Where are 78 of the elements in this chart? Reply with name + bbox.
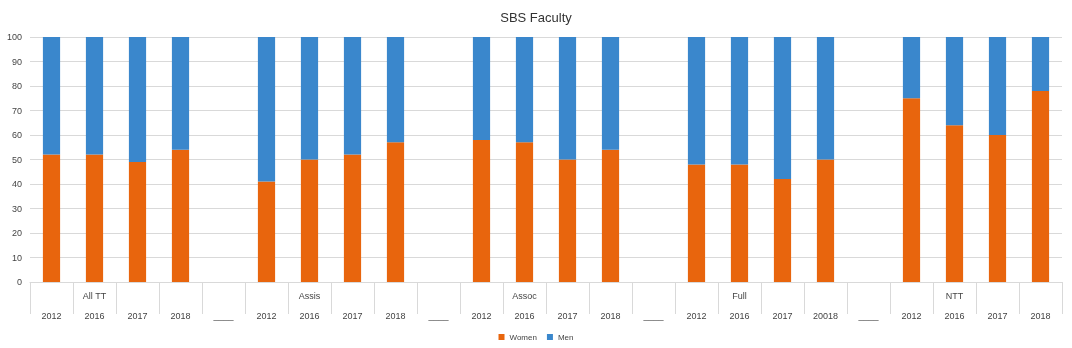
- bar: [257, 37, 276, 182]
- x-tick-label: All TT 2016: [82, 291, 107, 321]
- bar: [515, 37, 534, 143]
- x-tick-label: 2017: [557, 311, 578, 321]
- y-tick-label: 80: [11, 81, 22, 91]
- bar: [343, 154, 362, 282]
- y-tick-label: 10: [11, 252, 22, 263]
- x-tick-label: ____: [857, 311, 880, 321]
- bar: [945, 125, 964, 282]
- x-tick-label: Assoc 2016: [512, 291, 538, 321]
- bar: [171, 37, 190, 150]
- bar: [558, 159, 577, 282]
- x-tick-label: 2017: [127, 311, 148, 321]
- bar: [816, 159, 835, 282]
- bar: [85, 154, 104, 282]
- x-tick-label: ____: [427, 311, 450, 321]
- y-tick-label: 100: [6, 32, 22, 42]
- y-tick-label: 30: [11, 203, 22, 214]
- y-tick-label: 40: [11, 179, 22, 189]
- legend-label: Men: [557, 332, 574, 342]
- x-tick-label: Full 2016: [729, 291, 750, 321]
- bar: [988, 135, 1007, 282]
- x-tick-label: 2017: [772, 311, 793, 321]
- chart-title: SBS Faculty: [500, 10, 573, 25]
- bar: [386, 37, 405, 143]
- y-tick-label: 70: [11, 105, 22, 116]
- bar: [773, 37, 792, 180]
- x-tick-label: ____: [212, 311, 235, 321]
- bar: [85, 37, 104, 155]
- y-tick-label: 60: [11, 130, 22, 140]
- bar: [515, 142, 534, 282]
- x-tick-label: 2012: [471, 311, 492, 321]
- bar: [773, 179, 792, 282]
- x-tick-label: 2018: [170, 311, 191, 321]
- bar: [386, 142, 405, 282]
- bar: [945, 37, 964, 126]
- bar: [558, 37, 577, 160]
- bar: [601, 149, 620, 282]
- bar: [687, 37, 706, 165]
- x-tick-label: 2012: [901, 311, 922, 321]
- bar: [300, 159, 319, 282]
- x-tick-label: 2018: [1030, 311, 1051, 321]
- x-tick-label: 2012: [41, 311, 62, 321]
- bar: [730, 37, 749, 165]
- bar: [902, 98, 921, 282]
- bar: [472, 37, 491, 140]
- x-tick-label: Assis 2016: [298, 291, 321, 321]
- x-tick-label: 2018: [385, 311, 406, 321]
- bar: [128, 161, 147, 282]
- legend-label: Women: [509, 332, 537, 342]
- bar: [601, 37, 620, 150]
- y-tick-label: 20: [11, 228, 22, 238]
- y-tick-label: 0: [16, 277, 22, 287]
- bar: [42, 154, 61, 282]
- bar: [171, 149, 190, 282]
- bar: [42, 37, 61, 155]
- bar: [472, 139, 491, 282]
- bar: [1031, 90, 1050, 282]
- x-tick-label: ____: [642, 311, 665, 321]
- bar: [343, 37, 362, 155]
- bar: [687, 164, 706, 282]
- bar: [816, 37, 835, 160]
- x-tick-label: 2012: [686, 311, 707, 321]
- bar: [128, 37, 147, 162]
- x-tick-label: 2012: [256, 311, 277, 321]
- bar: [1031, 37, 1050, 91]
- x-tick-label: 2018: [600, 311, 621, 321]
- x-tick-label: 20018: [812, 311, 839, 321]
- x-tick-label: 2017: [342, 311, 363, 321]
- bar: [257, 181, 276, 282]
- bar: [988, 37, 1007, 135]
- y-tick-label: 50: [11, 154, 22, 165]
- x-tick-label: NTT 2016: [944, 291, 965, 321]
- bar: [730, 164, 749, 282]
- bar: [300, 37, 319, 160]
- bar: [902, 37, 921, 99]
- y-tick-label: 90: [11, 56, 22, 67]
- x-tick-label: 2017: [987, 311, 1008, 321]
